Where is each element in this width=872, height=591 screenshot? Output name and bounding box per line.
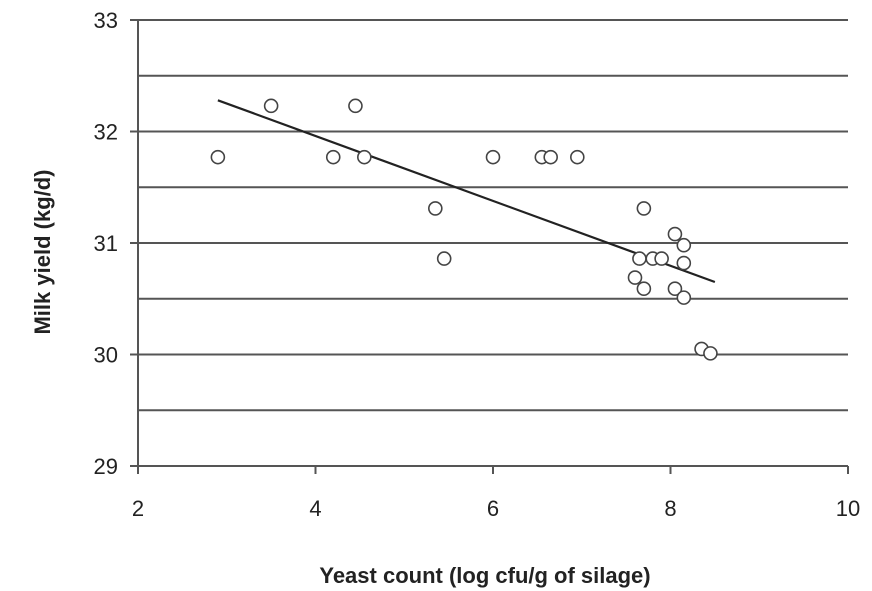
data-point bbox=[428, 201, 443, 216]
data-point bbox=[703, 346, 718, 361]
x-axis-ticks: 2 4 6 8 10 bbox=[132, 466, 860, 521]
data-point bbox=[210, 149, 226, 165]
data-point bbox=[667, 226, 683, 242]
y-tick-label: 32 bbox=[94, 120, 118, 145]
data-point bbox=[436, 251, 452, 266]
data-point bbox=[676, 290, 692, 305]
data-point bbox=[543, 149, 558, 165]
x-tick-label: 6 bbox=[487, 496, 499, 521]
y-tick-label: 30 bbox=[94, 343, 118, 368]
data-point bbox=[654, 251, 669, 266]
data-point bbox=[676, 255, 692, 271]
data-point bbox=[667, 281, 683, 297]
x-tick-label: 10 bbox=[836, 496, 860, 521]
data-point bbox=[627, 270, 643, 285]
data-point bbox=[570, 149, 585, 165]
x-axis-title: Yeast count (log cfu/g of silage) bbox=[319, 563, 650, 588]
data-point bbox=[357, 149, 372, 165]
data-point bbox=[632, 251, 647, 266]
x-tick-label: 8 bbox=[664, 496, 676, 521]
data-point bbox=[636, 201, 652, 216]
data-point bbox=[676, 237, 692, 253]
data-point bbox=[485, 149, 501, 165]
y-tick-label: 33 bbox=[94, 8, 118, 33]
trend-line bbox=[217, 99, 716, 284]
y-tick-label: 31 bbox=[94, 231, 118, 256]
data-point bbox=[348, 98, 363, 114]
y-axis-ticks: 29 30 31 32 33 bbox=[94, 8, 138, 479]
x-tick-label: 2 bbox=[132, 496, 144, 521]
data-point bbox=[636, 281, 652, 297]
data-points bbox=[210, 98, 718, 361]
data-point bbox=[263, 98, 279, 114]
y-axis-title: Milk yield (kg/d) bbox=[30, 169, 55, 334]
y-tick-label: 29 bbox=[94, 454, 118, 479]
data-point bbox=[325, 149, 341, 165]
x-tick-label: 4 bbox=[309, 496, 321, 521]
gridlines bbox=[138, 19, 848, 412]
